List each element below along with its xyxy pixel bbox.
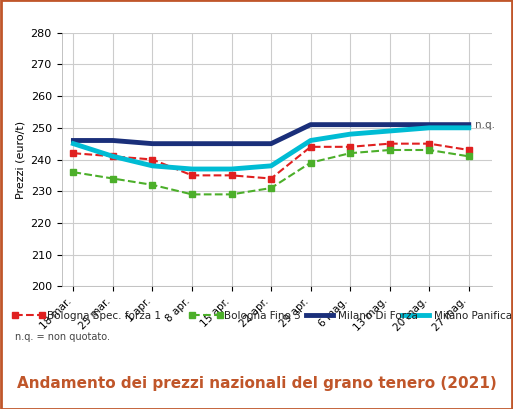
Y-axis label: Prezzi (euro/t): Prezzi (euro/t) [15,120,25,199]
Text: Milano Di Forza: Milano Di Forza [338,311,418,321]
Text: Bologna Spec. forza 1: Bologna Spec. forza 1 [47,311,161,321]
Text: Milano Panificabile: Milano Panificabile [434,311,513,321]
Text: n.q.: n.q. [475,120,495,130]
Text: n.q. = non quotato.: n.q. = non quotato. [15,333,110,342]
Text: Andamento dei prezzi nazionali del grano tenero (2021): Andamento dei prezzi nazionali del grano… [16,376,497,391]
Text: Bologna Fino 3: Bologna Fino 3 [225,311,301,321]
